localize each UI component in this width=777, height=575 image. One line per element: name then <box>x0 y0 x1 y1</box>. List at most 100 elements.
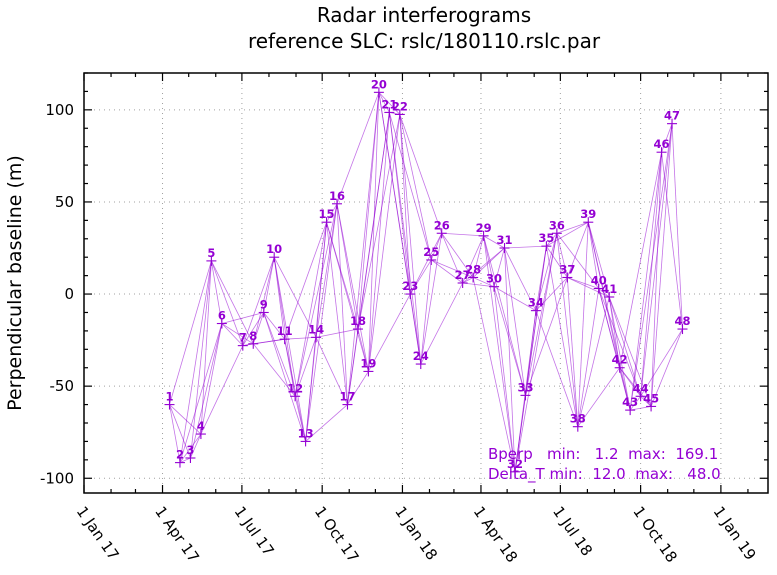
interferogram-edge <box>263 312 285 340</box>
y-tick-labels: 100 50 0 -50 -100 <box>40 101 74 487</box>
interferogram-edge <box>441 232 484 237</box>
interferogram-edge <box>221 312 264 324</box>
interferogram-edge <box>566 277 579 427</box>
bperp-annotation: Bperp min: 1.2 max: 169.1 <box>488 445 718 463</box>
interferogram-edge <box>577 296 610 427</box>
interferogram-edge <box>493 286 516 472</box>
interferogram-edge <box>650 152 662 407</box>
interferogram-edge <box>535 310 579 427</box>
interferogram-edge <box>483 235 526 396</box>
interferogram-edge <box>535 246 547 311</box>
interferogram-edge <box>263 257 275 313</box>
x-tick-labels: 1 Jan 17 1 Apr 17 1 Jul 17 1 Oct 17 1 Jan 18… <box>73 503 760 566</box>
acquisition-marker <box>541 241 552 252</box>
acquisition-marker <box>426 254 437 265</box>
interferogram-edge <box>546 245 568 278</box>
acquisition-marker <box>185 453 196 463</box>
x-tick-label: 1 Jan 17 <box>73 503 123 564</box>
acquisition-marker <box>216 318 227 329</box>
interferogram-edge <box>556 221 589 234</box>
interferogram-edge <box>567 277 610 298</box>
interferogram-edge <box>294 337 317 397</box>
interferogram-edge <box>336 203 369 372</box>
interferogram-edge <box>210 260 223 324</box>
acquisition-label: 39 <box>580 207 596 221</box>
interferogram-edge <box>305 203 338 442</box>
acquisition-marker <box>583 217 594 228</box>
interferogram-edge <box>462 282 495 288</box>
delta-t-annotation: Delta_T min: 12.0 max: 48.0 <box>488 465 721 484</box>
acquisition-label: 20 <box>371 77 387 91</box>
acquisition-label: 1 <box>165 390 173 404</box>
acquisition-label: 26 <box>434 218 450 232</box>
interferogram-edge <box>336 203 348 405</box>
interferogram-edge <box>504 247 537 311</box>
interferogram-edge <box>388 112 432 261</box>
y-tick-label: -50 <box>50 377 75 395</box>
interferogram-edge <box>399 114 443 234</box>
interferogram-edge <box>169 404 181 463</box>
interferogram-edge <box>629 152 662 411</box>
acquisition-label: 18 <box>350 314 366 328</box>
acquisition-label: 35 <box>538 231 554 245</box>
interferogram-edge <box>221 323 254 345</box>
acquisition-label: 22 <box>392 99 408 113</box>
interferogram-edge <box>347 92 380 405</box>
y-tick-label: 0 <box>64 285 74 303</box>
interferogram-edge <box>179 323 223 463</box>
interferogram-edge <box>284 222 327 340</box>
chart-subtitle: reference SLC: rslc/180110.rslc.par <box>248 29 601 53</box>
interferogram-edge <box>336 92 380 204</box>
acquisition-label: 46 <box>654 137 670 151</box>
interferogram-edge <box>483 235 516 472</box>
x-tick-label: 1 Oct 18 <box>629 503 681 566</box>
acquisition-label: 32 <box>507 457 523 471</box>
interferogram-edge <box>294 203 338 397</box>
interferogram-edge <box>661 123 673 153</box>
x-tick-label: 1 Oct 17 <box>311 503 363 566</box>
interferogram-edge <box>640 123 673 397</box>
acquisition-marker <box>279 334 290 345</box>
interferogram-edge <box>190 260 212 459</box>
interferogram-edge <box>441 233 464 284</box>
acquisition-label: 48 <box>674 314 690 328</box>
acquisition-label: 10 <box>266 242 282 256</box>
interferogram-edge <box>242 312 265 346</box>
interferogram-edge <box>630 406 652 411</box>
acquisition-marker <box>677 324 688 335</box>
plot-frame <box>83 72 769 494</box>
x-tick-label: 1 Jul 17 <box>231 503 278 559</box>
acquisition-marker <box>530 305 541 316</box>
acquisition-marker <box>614 362 625 373</box>
interferogram-edge <box>200 345 244 435</box>
interferogram-edge <box>556 233 579 427</box>
acquisition-marker <box>562 272 573 283</box>
interferogram-edge <box>420 259 432 365</box>
interferogram-edge <box>504 247 526 396</box>
interferogram-edge <box>472 277 495 288</box>
interferogram-edge <box>535 233 558 311</box>
acquisition-marker <box>269 252 280 263</box>
interferogram-edge <box>326 222 369 372</box>
acquisition-marker <box>646 401 657 412</box>
acquisition-marker <box>290 391 301 402</box>
interferogram-edge <box>546 246 579 427</box>
interferogram-edge <box>179 457 191 463</box>
interferogram-edge <box>368 92 380 372</box>
interferogram-edge <box>399 114 411 295</box>
acquisition-label: 2 <box>176 448 184 462</box>
acquisition-marker <box>509 466 520 477</box>
interferogram-edge <box>357 114 401 330</box>
y-tick-label: -100 <box>40 469 74 487</box>
interferogram-edge <box>294 222 327 397</box>
acquisition-label: 44 <box>633 381 649 395</box>
acquisition-label: 12 <box>287 381 303 395</box>
interferogram-edge <box>441 233 474 278</box>
y-axis-label: Perpendicular baseline (m) <box>4 155 26 411</box>
interferogram-edge <box>357 92 380 330</box>
chart-title: Radar interferograms <box>317 3 531 27</box>
acquisition-label: 7 <box>239 331 247 345</box>
interferogram-edge <box>211 260 254 344</box>
interferogram-edge <box>650 328 683 407</box>
x-tick-label: 1 Jan 19 <box>710 503 760 564</box>
